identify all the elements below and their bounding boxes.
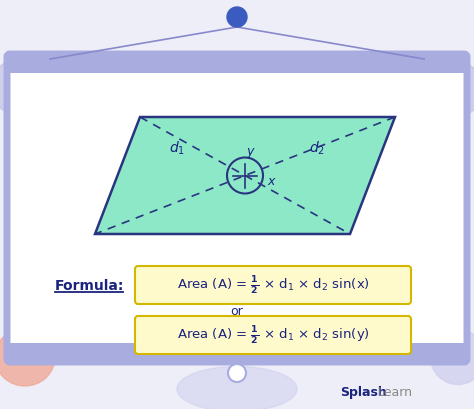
Text: x: x (267, 175, 275, 188)
Text: $d_2$: $d_2$ (309, 139, 325, 157)
FancyBboxPatch shape (7, 55, 467, 362)
Text: Formula:: Formula: (55, 278, 124, 292)
Polygon shape (95, 118, 395, 234)
Text: $d_1$: $d_1$ (169, 139, 185, 157)
Text: Learn: Learn (378, 386, 413, 398)
Ellipse shape (0, 328, 55, 386)
Text: Area (A) = $\mathbf{\frac{1}{2}}$ × d$_1$ × d$_2$ sin(x): Area (A) = $\mathbf{\frac{1}{2}}$ × d$_1… (177, 274, 369, 297)
Text: or: or (231, 305, 243, 318)
Text: y: y (246, 145, 254, 157)
FancyBboxPatch shape (10, 343, 464, 359)
FancyBboxPatch shape (135, 316, 411, 354)
Text: Splash: Splash (340, 386, 387, 398)
FancyBboxPatch shape (135, 266, 411, 304)
Circle shape (227, 8, 247, 28)
Ellipse shape (177, 366, 297, 409)
Ellipse shape (428, 62, 474, 117)
Circle shape (228, 364, 246, 382)
Ellipse shape (0, 61, 46, 115)
Ellipse shape (430, 330, 474, 384)
FancyBboxPatch shape (10, 58, 464, 74)
Text: Area (A) = $\mathbf{\frac{1}{2}}$ × d$_1$ × d$_2$ sin(y): Area (A) = $\mathbf{\frac{1}{2}}$ × d$_1… (177, 324, 369, 346)
